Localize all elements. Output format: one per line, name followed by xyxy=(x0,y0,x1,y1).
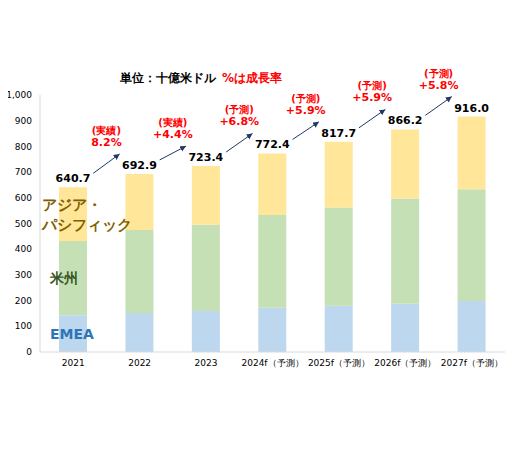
svg-text:0: 0 xyxy=(26,347,32,357)
svg-text:2027f（予測）: 2027f（予測） xyxy=(441,358,503,368)
svg-text:500: 500 xyxy=(15,219,32,229)
svg-text:8.2%: 8.2% xyxy=(91,136,122,149)
svg-text:+4.4%: +4.4% xyxy=(153,128,193,141)
svg-text:300: 300 xyxy=(15,270,32,280)
svg-text:723.4: 723.4 xyxy=(188,151,223,164)
svg-text:アジア・パシフィック: アジア・パシフィック xyxy=(41,196,132,234)
html-text:単位：十億米ドル: 単位：十億米ドル xyxy=(120,71,216,85)
svg-text:+6.8%: +6.8% xyxy=(219,115,259,128)
svg-text:(予測): (予測) xyxy=(358,80,387,91)
svg-text:2025f（予測）: 2025f（予測） xyxy=(308,358,370,368)
svg-text:(実績): (実績) xyxy=(92,125,121,136)
svg-text:772.4: 772.4 xyxy=(255,138,290,151)
svg-text:600: 600 xyxy=(15,193,32,203)
svg-text:(予測): (予測) xyxy=(424,68,453,79)
svg-text:900: 900 xyxy=(15,116,32,126)
svg-text:100: 100 xyxy=(15,321,32,331)
svg-text:+5.8%: +5.8% xyxy=(419,79,459,92)
svg-text:200: 200 xyxy=(15,296,32,306)
svg-text:(予測): (予測) xyxy=(225,104,254,115)
svg-text:700: 700 xyxy=(15,167,32,177)
svg-text:米州: 米州 xyxy=(49,270,78,286)
svg-text:EMEA: EMEA xyxy=(50,326,94,342)
svg-text:866.2: 866.2 xyxy=(388,114,423,127)
svg-text:(実績): (実績) xyxy=(158,117,187,128)
svg-text:640.7: 640.7 xyxy=(56,172,91,185)
svg-text:(予測): (予測) xyxy=(291,93,320,104)
svg-text:+5.9%: +5.9% xyxy=(352,91,392,104)
svg-text:2021: 2021 xyxy=(62,358,85,368)
svg-text:800: 800 xyxy=(15,142,32,152)
svg-text:400: 400 xyxy=(15,244,32,254)
svg-text:2023: 2023 xyxy=(195,358,218,368)
svg-text:1,000: 1,000 xyxy=(8,90,32,100)
svg-text:2026f（予測）: 2026f（予測） xyxy=(374,358,436,368)
svg-text:692.9: 692.9 xyxy=(122,159,157,172)
svg-text:817.7: 817.7 xyxy=(321,127,356,140)
svg-text:2024f（予測）: 2024f（予測） xyxy=(241,358,303,368)
svg-text:+5.9%: +5.9% xyxy=(286,104,326,117)
html-text:%は成長率: %は成長率 xyxy=(222,71,282,85)
svg-text:916.0: 916.0 xyxy=(454,102,489,115)
svg-text:2022: 2022 xyxy=(128,358,151,368)
